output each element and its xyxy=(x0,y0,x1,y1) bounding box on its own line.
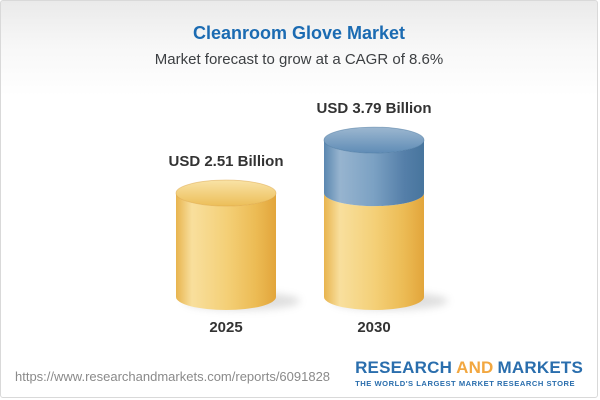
bar-value-label-2030: USD 3.79 Billion xyxy=(316,100,432,118)
page-title: Cleanroom Glove Market xyxy=(192,23,406,43)
bar-category-label-2025: 2025 xyxy=(209,319,243,336)
bar-top-ellipse xyxy=(175,179,277,207)
logo-tagline: THE WORLD'S LARGEST MARKET RESEARCH STOR… xyxy=(355,379,576,388)
bar-value-label-2025: USD 2.51 Billion xyxy=(168,153,284,171)
bar-category-label-2030: 2030 xyxy=(357,319,391,336)
bar-top-ellipse xyxy=(323,126,425,154)
bar-segment-base xyxy=(176,193,276,310)
logo-word-and: AND xyxy=(456,358,494,377)
bar-segment-growth xyxy=(324,140,424,207)
research-and-markets-logo[interactable]: RESEARCH AND MARKETS THE WORLD'S LARGEST M… xyxy=(355,359,583,388)
bar-cylinder-2030 xyxy=(323,126,448,310)
bar-segment-base xyxy=(324,193,424,310)
footer-bar: https://www.researchandmarkets.com/repor… xyxy=(1,359,597,397)
chart-subtitle: Market forecast to grow at a CAGR of 8.6… xyxy=(154,51,444,68)
bar-cylinder-2025 xyxy=(175,179,300,310)
report-url-link[interactable]: https://www.researchandmarkets.com/repor… xyxy=(15,369,331,384)
logo-word-markets: MARKETS xyxy=(497,358,583,377)
logo-word-research: RESEARCH xyxy=(355,358,453,377)
chart-header: Cleanroom Glove Market Market forecast t… xyxy=(1,1,597,68)
logo-wordmark: RESEARCH AND MARKETS xyxy=(355,359,583,376)
